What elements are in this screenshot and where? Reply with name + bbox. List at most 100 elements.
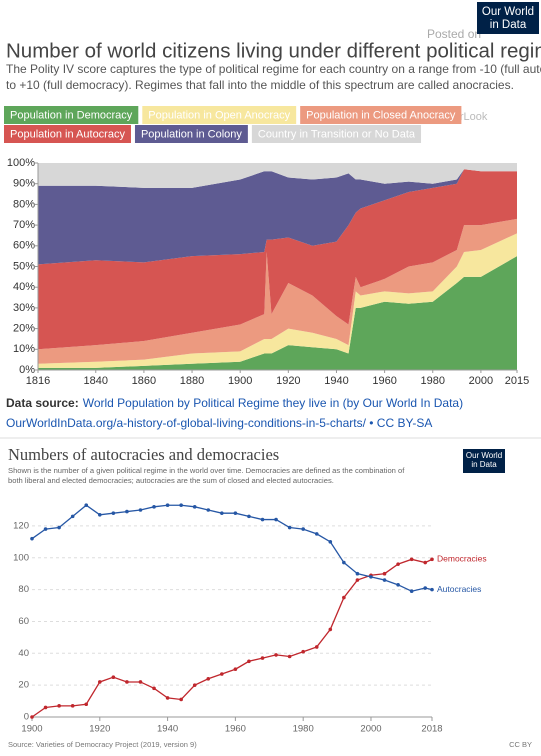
y-tick-label: 80 <box>18 584 29 595</box>
chart-subtitle: The Polity IV score captures the type of… <box>6 62 541 76</box>
point <box>84 702 89 707</box>
x-tick-label: 2000 <box>469 375 493 387</box>
area <box>38 218 517 364</box>
point <box>165 696 170 700</box>
series-label: Democracies <box>437 554 487 564</box>
x-tick-label: 1880 <box>180 375 204 387</box>
point <box>355 571 360 576</box>
point <box>57 525 61 530</box>
point <box>314 532 319 536</box>
x-tick-label: 1940 <box>324 375 348 387</box>
point <box>192 505 197 509</box>
license: CC BY <box>509 740 532 749</box>
point <box>260 517 265 522</box>
legend-item: Population in Colony <box>134 125 248 143</box>
legend-swatch <box>4 106 139 124</box>
y-tick-label: 40% <box>13 281 35 293</box>
y-tick-label: 90% <box>13 178 35 190</box>
y-tick-label: 70% <box>13 219 35 231</box>
legend-swatch <box>300 106 462 124</box>
x-tick-label: 1920 <box>89 724 110 735</box>
area <box>38 169 517 350</box>
y-tick-label: 60 <box>18 616 29 627</box>
legend-swatch <box>142 106 297 124</box>
point <box>328 627 333 632</box>
point <box>111 511 116 515</box>
chart-subtitle: both liberal and elected democracies; au… <box>8 476 334 485</box>
x-tick-label: 1940 <box>157 724 178 735</box>
point <box>111 675 116 679</box>
point <box>396 583 400 587</box>
legend-swatch <box>134 125 248 143</box>
x-tick-label: 1816 <box>26 375 50 387</box>
x-tick-label: 1900 <box>228 375 252 387</box>
point <box>233 667 238 672</box>
point <box>396 562 400 566</box>
area <box>38 256 517 370</box>
x-tick-label: 1980 <box>421 375 445 387</box>
point <box>206 508 211 512</box>
point <box>206 676 211 681</box>
legend-item: Country in Transition or No Data <box>251 125 422 143</box>
logo-text: Our World <box>466 451 502 460</box>
series-label: Autocracies <box>437 584 481 594</box>
point <box>179 503 183 508</box>
point <box>342 595 346 600</box>
watermark: Posted on <box>427 27 481 41</box>
point <box>274 517 278 522</box>
y-tick-label: 40 <box>18 648 29 659</box>
point <box>423 586 428 590</box>
point <box>30 536 34 541</box>
legend-label: Country in Transition or No Data <box>258 128 416 140</box>
y-tick-label: 20 <box>18 680 29 691</box>
point <box>97 512 102 517</box>
point <box>382 571 387 576</box>
point <box>192 683 197 687</box>
point <box>70 514 75 519</box>
x-tick-label: 2015 <box>505 375 529 387</box>
x-tick-label: 2018 <box>421 724 442 735</box>
line <box>31 558 433 718</box>
point <box>43 527 48 531</box>
point <box>138 508 143 512</box>
legend-label: Population in Closed Anocracy <box>306 109 456 121</box>
point <box>430 587 434 592</box>
logo-text: in Data <box>490 19 527 31</box>
y-tick-label: 60% <box>13 240 35 252</box>
legend-label: Population in Colony <box>141 128 242 140</box>
legend-label: Population in Autocracy <box>10 128 125 140</box>
x-tick-label: 1860 <box>132 375 156 387</box>
point <box>125 680 129 684</box>
logo-box <box>477 2 539 34</box>
point <box>274 653 278 657</box>
point <box>125 509 129 514</box>
legend-item: Population in Open Anocracy <box>142 106 297 124</box>
chart-title: Numbers of autocracies and democracies <box>8 445 279 464</box>
chart-subtitle: Shown is the number of a given political… <box>8 466 405 475</box>
point <box>314 645 319 649</box>
legend-label: Population in Democracy <box>10 109 133 121</box>
y-tick-label: 100 <box>13 552 29 563</box>
source-link: OurWorldInData.org/a-history-of-global-l… <box>6 416 432 430</box>
point <box>247 514 251 519</box>
legend-swatch <box>4 125 131 143</box>
point <box>57 704 61 708</box>
point <box>409 589 414 594</box>
point <box>423 560 428 565</box>
point <box>30 715 34 719</box>
point <box>301 527 305 531</box>
x-tick-label: 1980 <box>293 724 314 735</box>
point <box>260 656 265 660</box>
point <box>369 575 373 579</box>
y-tick-label: 100% <box>7 157 35 169</box>
y-tick-label: 20% <box>13 323 35 335</box>
y-tick-label: 0% <box>19 364 35 376</box>
logo-text: Our World <box>482 6 534 18</box>
point <box>70 704 75 708</box>
point <box>342 560 346 565</box>
y-tick-label: 80% <box>13 198 35 210</box>
point <box>84 503 89 508</box>
point <box>382 578 387 582</box>
